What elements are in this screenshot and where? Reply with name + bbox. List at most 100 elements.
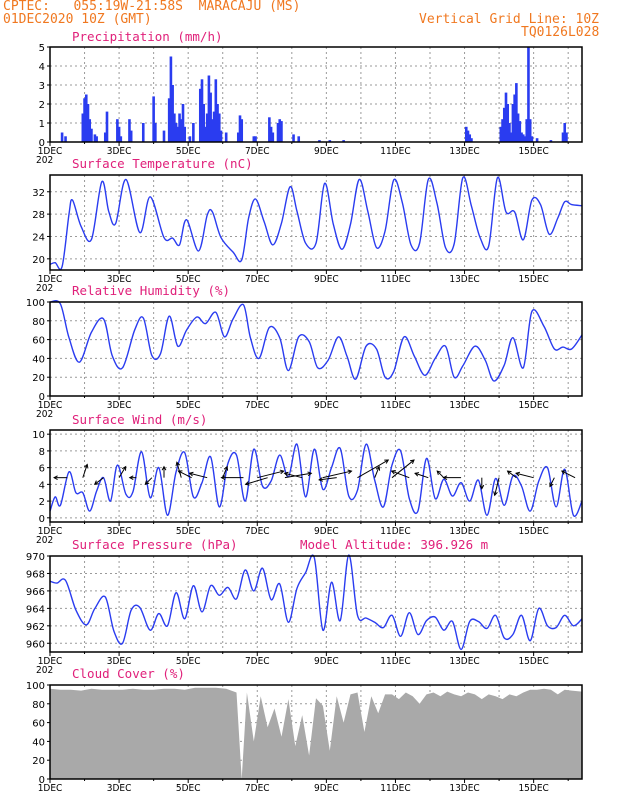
- y-tick-label: 968: [26, 569, 45, 580]
- y-tick-label: 80: [32, 317, 45, 328]
- precip-bar: [528, 119, 532, 142]
- panel-frame: [49, 555, 583, 653]
- precip-bar: [216, 104, 219, 142]
- precip-bar: [563, 123, 567, 142]
- wind-arrow-head: [93, 480, 99, 485]
- wind-arrow: [284, 472, 303, 479]
- precip-bar: [518, 121, 522, 142]
- wind-arrow: [507, 470, 517, 479]
- wind-arrow-head: [279, 469, 285, 475]
- precip-bar: [516, 113, 520, 142]
- wind-arrow: [515, 472, 534, 479]
- panel-frame: [49, 429, 583, 523]
- precip-bar: [328, 140, 332, 142]
- panel-3: [47, 300, 583, 400]
- precip-bar: [238, 115, 242, 142]
- x-tick-label: 7DEC: [245, 274, 270, 285]
- y-tick-label: 0: [39, 392, 45, 403]
- x-tick-label: 13DEC: [449, 526, 479, 537]
- y-tick-label: 0: [39, 514, 45, 525]
- precip-bar: [192, 123, 195, 142]
- x-tick-label: 11DEC: [380, 526, 410, 537]
- wind-arrow: [82, 464, 88, 478]
- wind-arrow-head: [161, 465, 167, 471]
- precip-bar: [129, 130, 133, 142]
- precip-bar: [171, 85, 174, 142]
- x-tick-label: 15DEC: [518, 526, 548, 537]
- precip-bar: [292, 134, 295, 142]
- x-tick-label: 5DEC: [176, 656, 201, 667]
- x-tick-label: 3DEC: [107, 146, 132, 157]
- precip-bar: [527, 47, 530, 142]
- wind-arrow: [178, 470, 192, 479]
- precip-bar: [198, 88, 202, 142]
- x-tick-label: 11DEC: [380, 783, 410, 794]
- wind-arrow: [319, 477, 337, 481]
- wind-arrow-head: [414, 472, 420, 477]
- precip-bar: [509, 132, 513, 142]
- precip-bar: [214, 79, 218, 142]
- precip-bar: [152, 96, 155, 142]
- y-tick-label: 966: [26, 587, 45, 598]
- precip-bar: [93, 134, 97, 142]
- precip-bar: [470, 138, 473, 142]
- y-tick-label: 20: [32, 373, 45, 384]
- precip-bar: [205, 113, 209, 142]
- precip-bar: [549, 140, 553, 142]
- precip-bar: [530, 136, 534, 142]
- x-tick-label: 1DEC: [38, 274, 63, 285]
- y-tick-label: 960: [26, 639, 45, 650]
- panel-6: [47, 684, 583, 783]
- precip-bar: [280, 121, 283, 142]
- precip-bar: [154, 123, 157, 142]
- x-tick-label: 9DEC: [314, 274, 339, 285]
- y-tick-label: 0: [39, 138, 45, 149]
- x-tick-label: 5DEC: [176, 783, 201, 794]
- wind-arrow: [391, 459, 415, 479]
- wind-arrow-head: [244, 481, 250, 486]
- precip-bar: [183, 126, 187, 142]
- x-tick-label: 13DEC: [449, 400, 479, 411]
- x-tick-label: 5DEC: [176, 274, 201, 285]
- y-tick-label: 32: [32, 188, 45, 199]
- wind-arrow-head: [493, 491, 498, 497]
- precip-bar: [212, 111, 216, 142]
- wind-arrow-head: [220, 475, 226, 481]
- y-tick-label: 60: [32, 336, 45, 347]
- precip-bar: [211, 119, 214, 142]
- precip-bar: [64, 136, 67, 142]
- precip-bar: [271, 132, 275, 142]
- x-tick-label: 9DEC: [314, 526, 339, 537]
- precip-bar: [119, 136, 123, 142]
- precip-bar: [128, 119, 131, 142]
- x-tick-label: 13DEC: [449, 656, 479, 667]
- precip-bar: [278, 119, 282, 142]
- panel-4: [47, 429, 583, 526]
- x-tick-label: 9DEC: [314, 656, 339, 667]
- wind-arrow: [176, 462, 182, 478]
- precip-bar: [200, 79, 204, 142]
- x-tick-label: 15DEC: [518, 400, 548, 411]
- x-tick-label: 3DEC: [107, 274, 132, 285]
- x-tick-label: 3DEC: [107, 526, 132, 537]
- precip-bar: [513, 94, 516, 142]
- y-tick-label: 4: [39, 62, 45, 73]
- wind-arrow-head: [144, 480, 150, 486]
- precip-bar: [268, 117, 271, 142]
- x-tick-label: 15DEC: [518, 274, 548, 285]
- precip-bar: [173, 113, 176, 142]
- wind-arrow-head: [121, 465, 127, 471]
- x-tick-label: 7DEC: [245, 400, 270, 411]
- x-tick-label: 13DEC: [449, 274, 479, 285]
- precip-bar: [342, 140, 345, 142]
- y-tick-label: 24: [32, 232, 45, 243]
- wind-arrow: [94, 477, 104, 485]
- x-tick-label: 11DEC: [380, 274, 410, 285]
- wind-arrow-head: [506, 470, 512, 475]
- precip-bar: [276, 123, 280, 142]
- panel-frame: [49, 301, 583, 397]
- wind-arrow: [436, 470, 445, 479]
- panel-frame: [49, 46, 583, 143]
- precip-bar: [204, 126, 207, 142]
- series-line: [49, 443, 583, 518]
